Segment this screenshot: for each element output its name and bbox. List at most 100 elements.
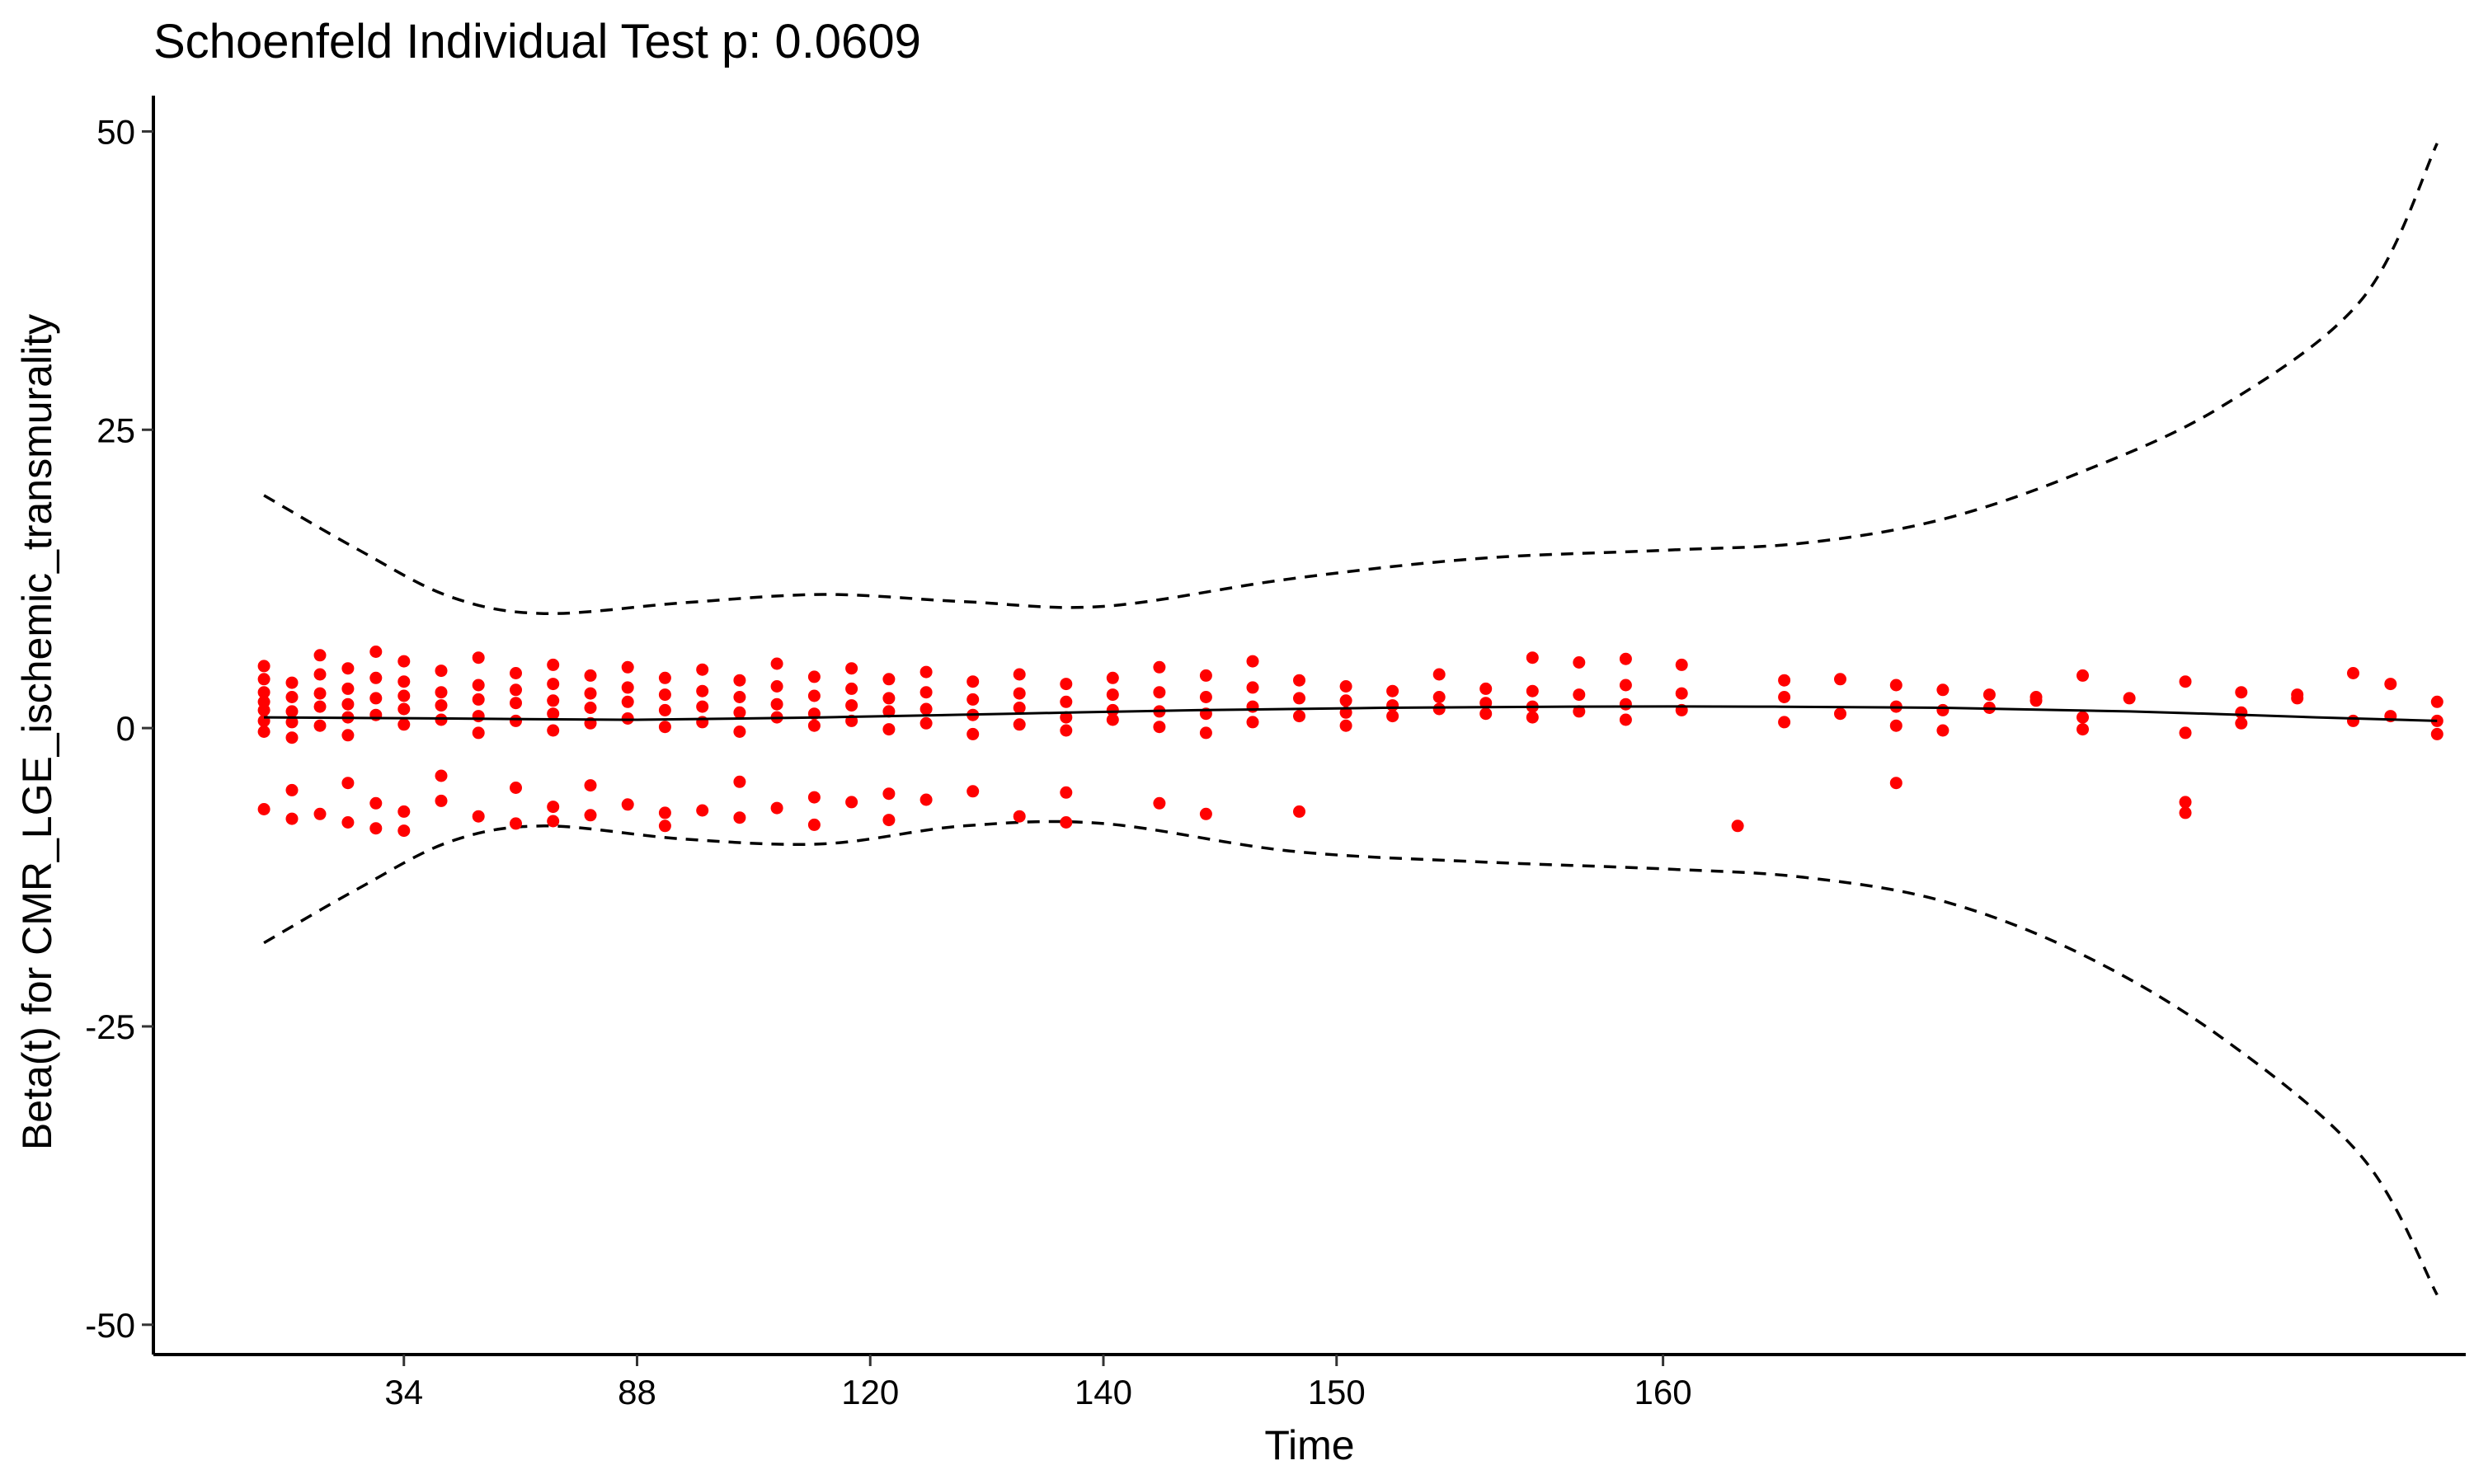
residual-point [733, 726, 746, 738]
residual-point [510, 782, 522, 794]
residual-point [285, 691, 299, 703]
residual-point [397, 675, 411, 688]
residual-point [733, 811, 746, 824]
residual-point [547, 815, 560, 828]
residual-point [696, 804, 709, 817]
residual-point [1982, 688, 1996, 702]
residual-point [369, 822, 383, 835]
residual-point [1936, 703, 1950, 716]
residual-point [920, 665, 933, 679]
residual-point [510, 714, 522, 727]
residual-point [1936, 683, 1950, 697]
residual-point [257, 726, 270, 738]
residual-point [2235, 686, 2248, 699]
residual-point [920, 716, 933, 730]
residual-point [1526, 651, 1539, 665]
residual-point [845, 699, 858, 712]
residual-point [1731, 819, 1744, 833]
residual-point [845, 796, 858, 809]
residual-point [1778, 674, 1791, 687]
residual-point [920, 702, 933, 716]
residual-point [2430, 695, 2443, 708]
residual-point [397, 689, 411, 702]
residual-point [1778, 691, 1791, 703]
residual-point [397, 655, 411, 668]
residual-point [770, 801, 783, 815]
residual-point [845, 662, 858, 675]
residual-point [770, 680, 783, 693]
residual-point [1339, 719, 1352, 732]
y-tick-label: -50 [85, 1306, 135, 1345]
residual-point [257, 803, 270, 815]
residual-point [1936, 724, 1950, 737]
residual-point [920, 793, 933, 806]
residual-point [2179, 675, 2192, 688]
residual-point [435, 699, 448, 712]
residual-point [882, 814, 896, 827]
fit-line [264, 705, 2438, 722]
residual-point [313, 649, 327, 662]
residual-point [369, 692, 383, 705]
residual-point [1293, 692, 1305, 705]
residual-point [1013, 668, 1026, 681]
residual-point [435, 686, 448, 699]
residual-point [1339, 680, 1352, 693]
residual-point [621, 681, 634, 694]
residual-point [547, 707, 560, 721]
residual-point [1013, 810, 1026, 823]
residual-point [1386, 710, 1399, 723]
residual-point [1246, 681, 1259, 694]
residual-point [658, 671, 671, 684]
residual-point [341, 729, 355, 742]
residual-point [547, 658, 560, 671]
residual-point [807, 670, 821, 683]
residual-point [584, 669, 597, 682]
residual-point [1573, 656, 1586, 669]
residual-point [2179, 726, 2192, 740]
residual-point [369, 671, 383, 684]
residual-point [1060, 678, 1073, 691]
residual-point [2077, 723, 2089, 736]
residual-point [584, 809, 597, 822]
residual-point [1106, 688, 1119, 702]
residual-point [435, 794, 448, 807]
residual-point [472, 726, 485, 740]
residual-point [658, 688, 671, 702]
residual-point [807, 818, 821, 831]
plot-area [257, 143, 2443, 1296]
y-tick-label: 50 [96, 112, 135, 151]
residual-point [1153, 721, 1166, 734]
residual-point [1106, 671, 1119, 684]
residual-point [1060, 724, 1073, 737]
residual-point [369, 796, 383, 810]
residual-point [1778, 716, 1791, 729]
residual-point [435, 769, 448, 782]
residual-point [257, 703, 270, 716]
residual-point [621, 798, 634, 811]
residual-point [1246, 716, 1259, 729]
residual-point [313, 700, 327, 713]
residual-point [341, 697, 355, 711]
residual-point [1060, 816, 1073, 829]
residual-point [1573, 705, 1586, 718]
residual-point [1834, 707, 1846, 721]
x-axis-ticks: 34 88 120 140 150 160 [384, 1355, 1692, 1411]
residual-point [2077, 669, 2089, 682]
residual-point [341, 662, 355, 675]
residual-point [733, 674, 746, 687]
residual-points [257, 646, 2443, 838]
chart-title: Schoenfeld Individual Test p: 0.0609 [153, 15, 921, 68]
residual-point [285, 731, 299, 744]
residual-point [967, 727, 980, 740]
residual-point [733, 691, 746, 703]
residual-point [2179, 796, 2192, 809]
residual-point [2077, 711, 2089, 724]
residual-point [341, 816, 355, 829]
residual-point [397, 805, 411, 818]
residual-point [1199, 691, 1212, 703]
residual-point [584, 779, 597, 792]
residual-point [1386, 684, 1399, 697]
residual-point [397, 702, 411, 716]
residual-point [2235, 706, 2248, 719]
residual-point [658, 721, 671, 734]
